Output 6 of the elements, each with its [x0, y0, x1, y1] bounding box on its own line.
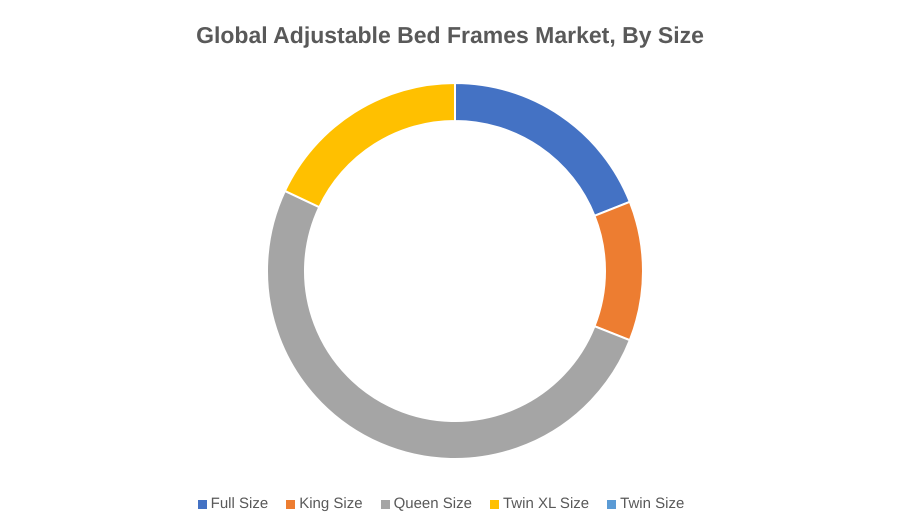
legend-label: Queen Size — [394, 495, 472, 512]
legend-label: Twin XL Size — [502, 495, 590, 512]
legend-label: Full Size — [210, 495, 268, 512]
legend-label: King Size — [299, 495, 363, 512]
chart-title: Global Adjustable Bed Frames Market, By Size — [195, 21, 705, 50]
legend-label: Twin Size — [620, 495, 684, 512]
